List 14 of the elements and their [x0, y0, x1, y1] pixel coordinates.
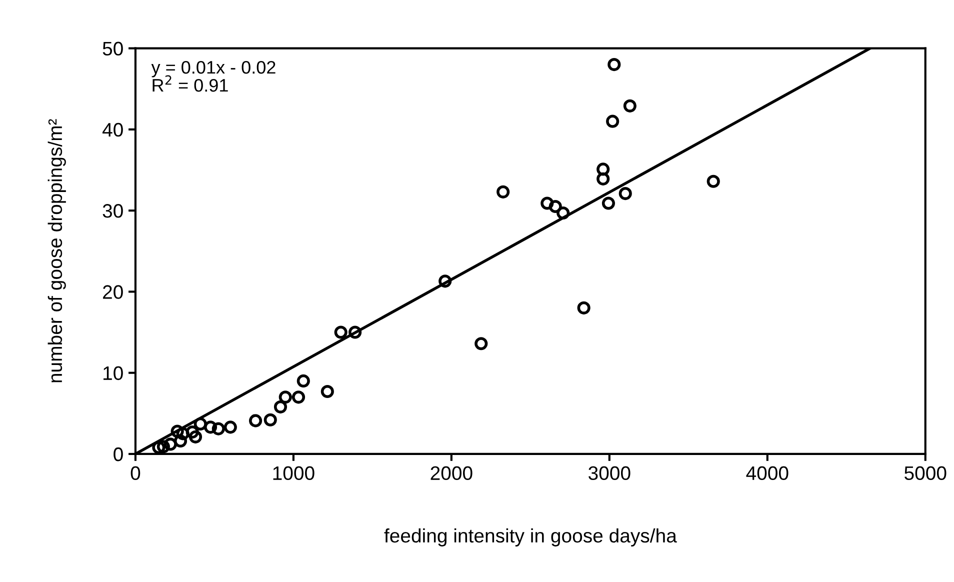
y-tick-label: 0: [114, 447, 123, 462]
x-tick-label: 0: [130, 466, 140, 480]
x-tick-label: 4000: [746, 466, 788, 480]
x-tick-label: 5000: [904, 466, 946, 480]
y-tick-label: 30: [102, 204, 123, 218]
x-tick-label: 1000: [273, 466, 314, 480]
y-tick-label: 50: [102, 42, 123, 56]
x-tick-label: 3000: [588, 466, 630, 480]
x-axis-title: feeding intensity in goose days/ha: [384, 528, 677, 546]
y-tick-label: 10: [104, 366, 123, 380]
x-tick-label: 2000: [430, 466, 472, 480]
y-tick-label: 40: [102, 122, 123, 137]
y-axis-title: number of goose droppings/m²: [48, 119, 66, 382]
y-tick-label: 20: [103, 285, 123, 299]
